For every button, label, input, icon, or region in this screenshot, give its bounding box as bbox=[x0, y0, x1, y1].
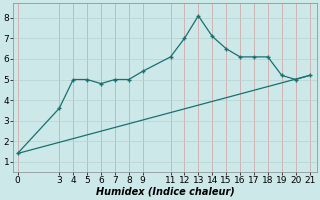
X-axis label: Humidex (Indice chaleur): Humidex (Indice chaleur) bbox=[96, 187, 234, 197]
